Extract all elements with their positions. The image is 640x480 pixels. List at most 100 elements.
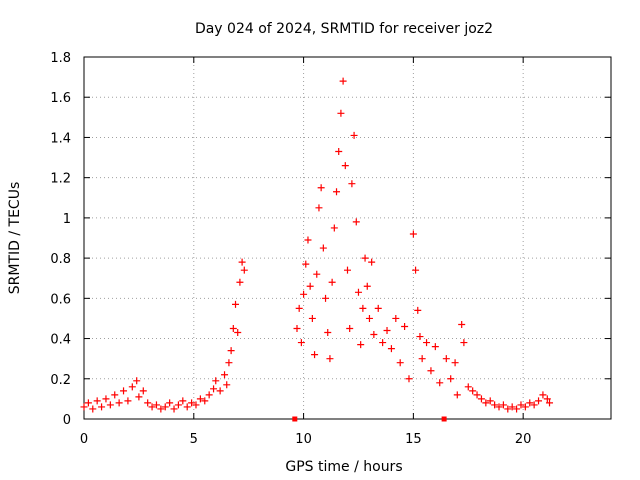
data-point (166, 399, 174, 407)
data-point (423, 339, 431, 347)
data-point (335, 148, 343, 156)
data-point (111, 391, 119, 399)
data-point (427, 367, 435, 375)
data-point (383, 327, 391, 335)
data-point (221, 371, 229, 379)
grid-lines (84, 57, 611, 419)
data-point (412, 266, 420, 274)
data-point (469, 387, 477, 395)
data-point (80, 403, 88, 411)
y-tick-label: 0.6 (50, 292, 71, 307)
data-point (370, 331, 378, 339)
data-point (315, 204, 323, 212)
data-point (317, 184, 325, 192)
data-point (504, 405, 512, 413)
data-point (392, 314, 400, 322)
data-point (216, 387, 224, 395)
data-point (486, 397, 494, 405)
data-point (311, 351, 319, 359)
data-point (322, 294, 330, 302)
data-point (236, 278, 244, 286)
data-point (133, 377, 141, 385)
data-point (292, 416, 298, 422)
data-point (304, 236, 312, 244)
data-point (365, 314, 373, 322)
data-point (414, 306, 422, 314)
data-point (387, 345, 395, 353)
data-point (333, 188, 341, 196)
data-point (508, 403, 516, 411)
data-point (361, 254, 369, 262)
data-point (458, 320, 466, 328)
axis-ticks: 0 0.2 0.4 0.6 0.8 1 1.2 1.4 1.6 1.8 0 5 10 15 20 (50, 51, 611, 447)
data-point (416, 333, 424, 341)
data-point (98, 403, 106, 411)
data-point (346, 325, 354, 332)
data-point (350, 131, 358, 139)
data-point (170, 405, 178, 413)
data-point (436, 379, 444, 387)
data-point (447, 375, 455, 383)
data-point (308, 314, 316, 322)
data-point (530, 401, 538, 409)
data-point (363, 282, 371, 290)
data-point (352, 218, 360, 226)
data-point (295, 304, 303, 312)
data-point (161, 403, 169, 411)
data-point (139, 387, 147, 395)
data-point (543, 395, 551, 403)
data-point (418, 355, 426, 363)
data-point (526, 399, 534, 407)
data-point (357, 341, 365, 349)
data-point (212, 377, 220, 385)
data-point (337, 109, 345, 117)
data-point (451, 359, 459, 367)
data-point (330, 224, 338, 232)
data-point (174, 401, 182, 409)
data-point (324, 329, 332, 337)
data-point (396, 359, 404, 367)
y-tick-label: 0.4 (50, 333, 71, 348)
chart-title: Day 024 of 2024, SRMTID for receiver joz… (195, 21, 493, 37)
y-tick-label: 1.6 (50, 91, 71, 106)
data-point (328, 278, 336, 286)
x-tick-label: 10 (295, 432, 312, 447)
data-point (546, 399, 554, 407)
data-point (379, 339, 387, 347)
data-point (341, 162, 349, 170)
y-tick-label: 1.2 (50, 172, 71, 187)
data-point (401, 322, 409, 330)
data-point (300, 290, 308, 298)
data-point (339, 77, 347, 85)
data-point (297, 339, 305, 347)
data-point (240, 266, 248, 274)
data-point (210, 385, 218, 393)
data-point (179, 397, 187, 405)
y-tick-label: 1 (63, 212, 71, 227)
data-point (135, 393, 143, 401)
data-point (431, 343, 439, 351)
data-point (495, 403, 503, 411)
data-point (106, 401, 114, 409)
data-point (359, 304, 367, 312)
data-point (120, 387, 128, 395)
data-point (201, 397, 209, 405)
y-tick-label: 0 (63, 413, 71, 428)
data-point (183, 403, 191, 411)
data-point (205, 391, 213, 399)
data-point (409, 230, 417, 238)
data-point (521, 403, 529, 411)
data-point (405, 375, 413, 383)
data-point (188, 399, 196, 407)
data-point (513, 405, 521, 413)
data-point (302, 260, 310, 268)
data-point (157, 405, 165, 413)
data-point (89, 405, 97, 413)
data-point (229, 325, 237, 332)
y-axis-label: SRMTID / TECUs (7, 182, 23, 295)
data-point (326, 355, 334, 363)
x-axis-label: GPS time / hours (285, 459, 402, 475)
data-point (144, 399, 152, 407)
data-point (232, 300, 240, 308)
